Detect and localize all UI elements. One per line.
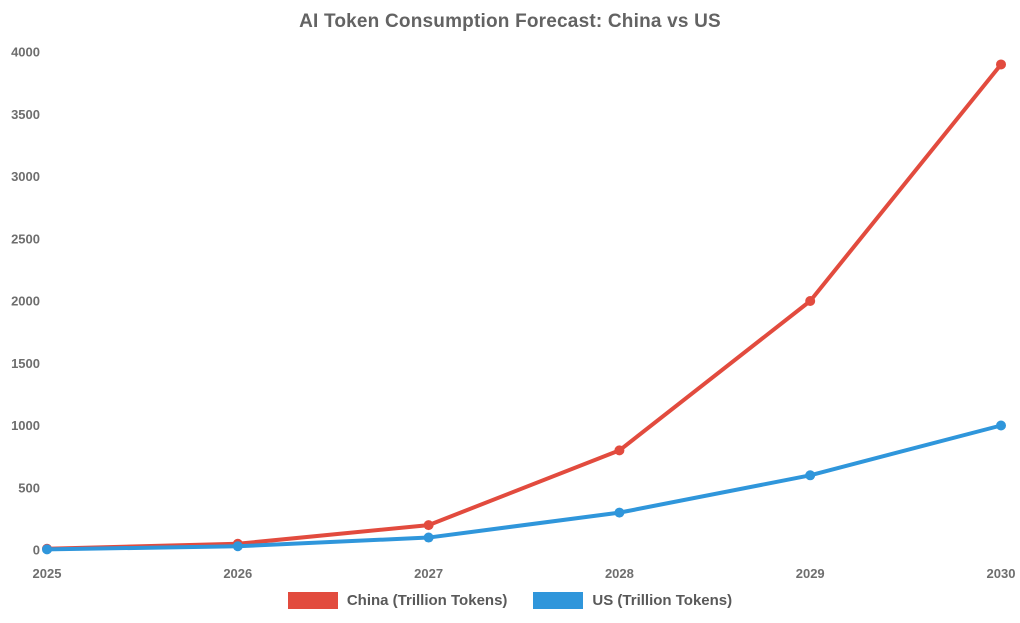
data-point-1-2029 — [805, 470, 816, 481]
data-point-1-2026 — [232, 541, 243, 552]
data-point-0-2028 — [614, 445, 625, 456]
y-axis-tick-1500: 1500 — [11, 356, 40, 371]
x-axis-tick-2027: 2027 — [414, 566, 443, 581]
chart-title: AI Token Consumption Forecast: China vs … — [299, 11, 721, 32]
y-axis-tick-500: 500 — [18, 480, 40, 495]
y-axis-tick-2500: 2500 — [11, 231, 40, 246]
data-point-0-2027 — [423, 520, 434, 531]
y-axis-tick-0: 0 — [33, 543, 40, 558]
china-legend-label: China (Trillion Tokens) — [346, 592, 508, 609]
data-point-1-2030 — [996, 420, 1006, 431]
y-axis-tick-1000: 1000 — [11, 418, 40, 433]
x-axis-tick-2028: 2028 — [605, 566, 634, 581]
data-point-0-2029 — [805, 296, 816, 306]
x-axis-tick-2030: 2030 — [987, 566, 1016, 581]
y-axis-tick-2000: 2000 — [11, 294, 40, 309]
us-legend-swatch — [533, 592, 584, 609]
series-line-1 — [45, 423, 1003, 552]
legend-item-us[interactable]: US (Trillion Tokens) — [533, 592, 732, 609]
china-legend-swatch — [287, 592, 338, 609]
line-chart-plot: 0 500 1000 1500 2000 2500 3000 3500 4000 2025 2026… — [11, 45, 1016, 582]
x-axis-tick-2025: 2025 — [33, 566, 62, 581]
us-legend-label: US (Trillion Tokens) — [592, 592, 733, 609]
y-axis-tick-3000: 3000 — [11, 169, 40, 184]
y-axis-tick-3500: 3500 — [11, 107, 40, 122]
x-axis-tick-2026: 2026 — [223, 566, 252, 581]
chart-legend: China (Trillion Tokens) US (Trillion Tok… — [0, 592, 1020, 609]
data-point-1-2028 — [614, 507, 625, 518]
legend-item-china[interactable]: China (Trillion Tokens) — [287, 592, 508, 609]
y-axis-tick-4000: 4000 — [11, 45, 40, 60]
data-point-1-2027 — [423, 532, 434, 543]
data-point-1-2025 — [42, 544, 52, 555]
x-axis-tick-2029: 2029 — [796, 566, 825, 581]
series-line-0 — [45, 62, 1003, 551]
data-point-0-2030 — [996, 59, 1006, 70]
